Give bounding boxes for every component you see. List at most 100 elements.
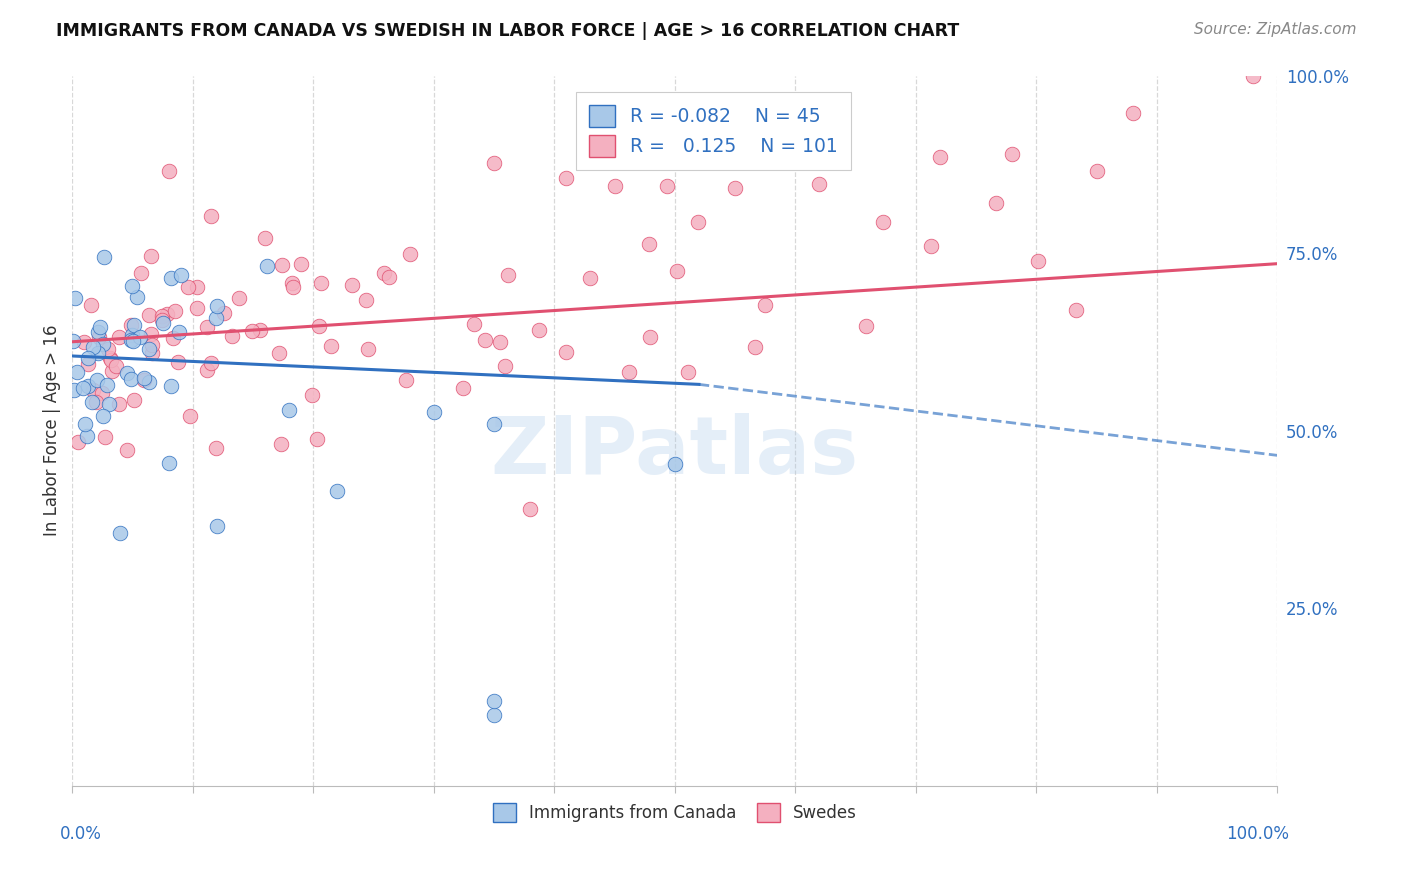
Point — [82, 383, 104, 397]
Point — [676, 365, 699, 379]
Point — [159, 271, 181, 285]
Point — [398, 246, 420, 260]
Point — [63, 383, 86, 397]
Point — [129, 329, 152, 343]
Point — [169, 325, 191, 339]
Point — [872, 215, 894, 229]
Point — [96, 377, 118, 392]
Point — [124, 318, 146, 332]
Point — [84, 395, 107, 409]
Point — [195, 363, 218, 377]
Point — [63, 291, 86, 305]
Point — [205, 442, 228, 456]
Point — [82, 395, 104, 409]
Point — [101, 364, 124, 378]
Point — [929, 150, 952, 164]
Point — [129, 266, 152, 280]
Point — [309, 276, 332, 290]
Point — [744, 340, 766, 354]
Point — [494, 359, 516, 373]
Point — [321, 338, 343, 352]
Point — [108, 329, 131, 343]
Point — [77, 357, 100, 371]
Point — [281, 276, 304, 290]
Point — [290, 257, 312, 271]
Point — [496, 268, 519, 282]
Point — [186, 280, 208, 294]
Text: 0.0%: 0.0% — [60, 824, 103, 843]
Point — [138, 375, 160, 389]
Point — [195, 320, 218, 334]
Point — [100, 353, 122, 368]
Point — [1122, 105, 1144, 120]
Point — [489, 334, 512, 349]
Point — [110, 526, 132, 541]
Point — [179, 409, 201, 423]
Point — [97, 343, 120, 357]
Point — [519, 502, 541, 516]
Point — [482, 156, 505, 170]
Point — [170, 268, 193, 282]
Point — [66, 365, 89, 379]
Point — [326, 484, 349, 499]
Point — [76, 428, 98, 442]
Point — [132, 373, 155, 387]
Point — [120, 372, 142, 386]
Point — [603, 179, 626, 194]
Point — [1026, 254, 1049, 268]
Point — [228, 291, 250, 305]
Point — [120, 318, 142, 333]
Point — [240, 324, 263, 338]
Point — [688, 215, 710, 229]
Point — [89, 319, 111, 334]
Point — [150, 313, 173, 327]
Point — [77, 351, 100, 365]
Point — [86, 373, 108, 387]
Text: 100.0%: 100.0% — [1226, 824, 1289, 843]
Point — [98, 397, 121, 411]
Point — [141, 338, 163, 352]
Point — [138, 342, 160, 356]
Point — [115, 366, 138, 380]
Point — [482, 417, 505, 431]
Point — [855, 319, 877, 334]
Point — [200, 356, 222, 370]
Point — [1085, 164, 1108, 178]
Point — [308, 319, 330, 334]
Point — [205, 299, 228, 313]
Point — [301, 388, 323, 402]
Point — [139, 327, 162, 342]
Point — [122, 393, 145, 408]
Point — [200, 209, 222, 223]
Point — [221, 329, 243, 343]
Point — [463, 318, 485, 332]
Point — [121, 334, 143, 348]
Point — [664, 457, 686, 471]
Legend: Immigrants from Canada, Swedes: Immigrants from Canada, Swedes — [484, 795, 866, 830]
Point — [554, 170, 576, 185]
Point — [579, 271, 602, 285]
Point — [91, 337, 114, 351]
Point — [270, 436, 292, 450]
Point — [157, 163, 180, 178]
Point — [474, 333, 496, 347]
Point — [160, 379, 183, 393]
Point — [214, 306, 236, 320]
Point — [256, 260, 278, 274]
Point — [617, 365, 640, 379]
Point — [104, 359, 127, 374]
Point — [754, 298, 776, 312]
Point — [152, 316, 174, 330]
Point — [87, 325, 110, 339]
Point — [177, 280, 200, 294]
Point — [93, 250, 115, 264]
Point — [637, 236, 659, 251]
Point — [82, 340, 104, 354]
Point — [156, 307, 179, 321]
Point — [1241, 69, 1264, 83]
Point — [67, 434, 90, 449]
Point — [395, 373, 418, 387]
Point — [121, 328, 143, 343]
Point — [115, 443, 138, 458]
Point — [555, 344, 578, 359]
